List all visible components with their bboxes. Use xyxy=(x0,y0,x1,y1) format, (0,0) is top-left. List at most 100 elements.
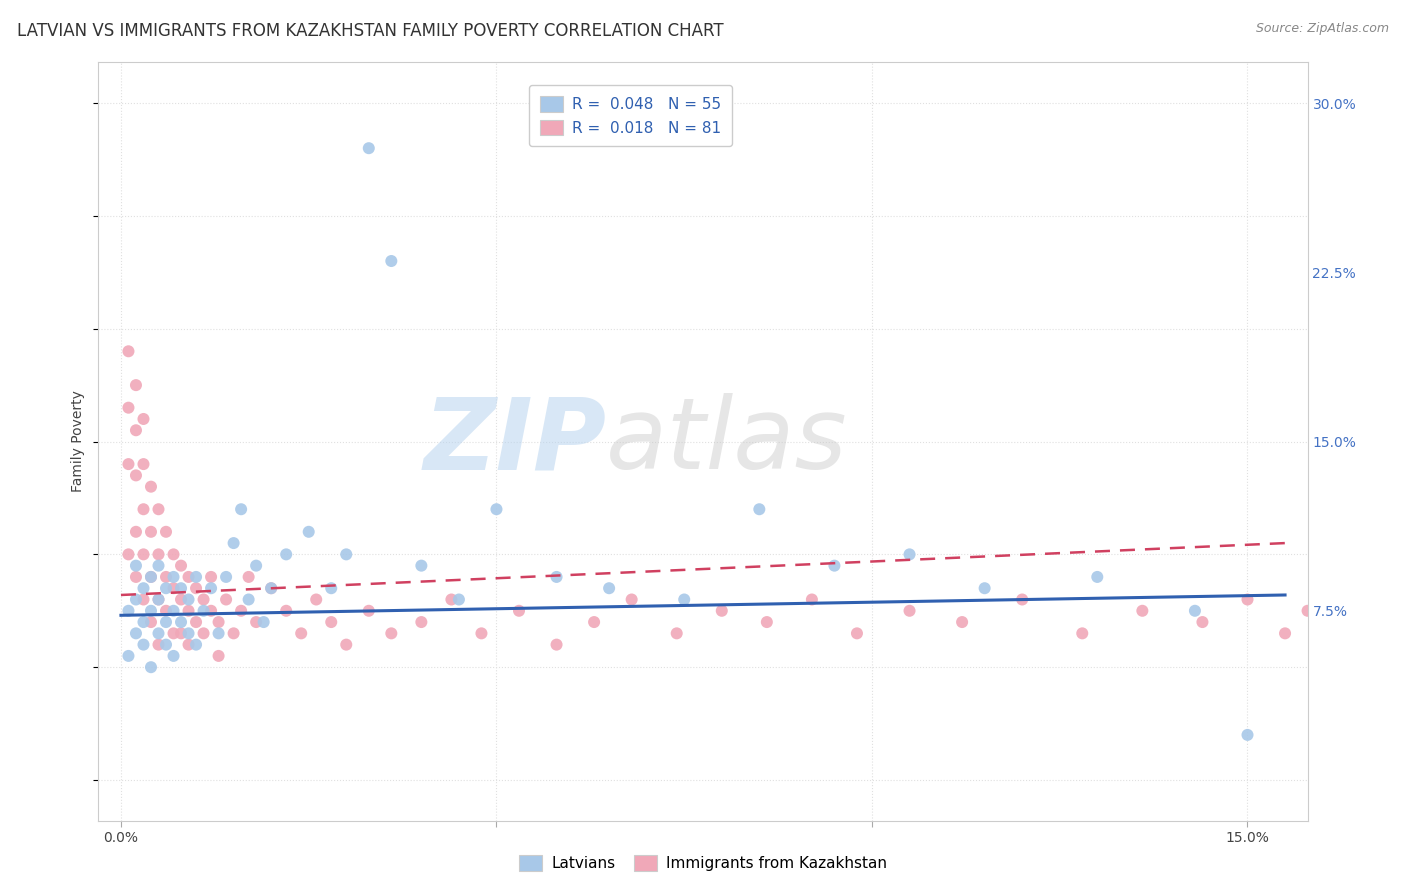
Point xyxy=(117,604,139,618)
Point xyxy=(155,638,177,652)
Point xyxy=(117,648,139,663)
Point xyxy=(357,604,380,618)
Point xyxy=(207,615,229,629)
Point xyxy=(125,592,148,607)
Point xyxy=(132,457,155,471)
Point xyxy=(162,626,184,640)
Point xyxy=(335,638,357,652)
Point xyxy=(155,615,177,629)
Point xyxy=(125,378,148,392)
Point xyxy=(155,570,177,584)
Point xyxy=(546,638,568,652)
Point xyxy=(215,570,238,584)
Point xyxy=(748,502,770,516)
Text: atlas: atlas xyxy=(606,393,848,490)
Text: LATVIAN VS IMMIGRANTS FROM KAZAKHSTAN FAMILY POVERTY CORRELATION CHART: LATVIAN VS IMMIGRANTS FROM KAZAKHSTAN FA… xyxy=(17,22,724,40)
Point xyxy=(1386,626,1406,640)
Point xyxy=(222,626,245,640)
Text: ZIP: ZIP xyxy=(423,393,606,490)
Point xyxy=(898,604,921,618)
Point xyxy=(1348,592,1371,607)
Point xyxy=(117,401,139,415)
Point xyxy=(200,570,222,584)
Point xyxy=(673,592,696,607)
Point xyxy=(1130,604,1153,618)
Point xyxy=(1236,592,1258,607)
Point xyxy=(1071,626,1094,640)
Point xyxy=(245,615,267,629)
Point xyxy=(583,615,606,629)
Point xyxy=(380,254,402,268)
Point xyxy=(276,604,298,618)
Point xyxy=(139,480,162,494)
Point xyxy=(298,524,321,539)
Point xyxy=(184,570,207,584)
Point xyxy=(132,502,155,516)
Point xyxy=(200,604,222,618)
Point xyxy=(321,615,343,629)
Point xyxy=(117,457,139,471)
Point xyxy=(200,581,222,595)
Point xyxy=(290,626,312,640)
Point xyxy=(973,581,995,595)
Point xyxy=(148,502,170,516)
Point xyxy=(125,626,148,640)
Point xyxy=(260,581,283,595)
Point xyxy=(546,570,568,584)
Point xyxy=(184,615,207,629)
Point xyxy=(148,558,170,573)
Point xyxy=(162,570,184,584)
Point xyxy=(1191,615,1213,629)
Point xyxy=(139,604,162,618)
Legend: Latvians, Immigrants from Kazakhstan: Latvians, Immigrants from Kazakhstan xyxy=(513,849,893,877)
Point xyxy=(440,592,463,607)
Point xyxy=(132,581,155,595)
Point xyxy=(485,502,508,516)
Point xyxy=(148,592,170,607)
Point xyxy=(132,638,155,652)
Legend: R =  0.048   N = 55, R =  0.018   N = 81: R = 0.048 N = 55, R = 0.018 N = 81 xyxy=(529,86,731,146)
Point xyxy=(162,648,184,663)
Point xyxy=(177,626,200,640)
Point xyxy=(620,592,643,607)
Point xyxy=(177,638,200,652)
Point xyxy=(1274,626,1296,640)
Point xyxy=(193,604,215,618)
Point xyxy=(238,592,260,607)
Point xyxy=(132,547,155,561)
Point xyxy=(155,581,177,595)
Point xyxy=(305,592,328,607)
Point xyxy=(898,547,921,561)
Point xyxy=(170,592,193,607)
Point xyxy=(335,547,357,561)
Point xyxy=(125,468,148,483)
Point xyxy=(162,547,184,561)
Point xyxy=(1312,615,1334,629)
Point xyxy=(148,626,170,640)
Point xyxy=(1236,728,1258,742)
Y-axis label: Family Poverty: Family Poverty xyxy=(72,391,86,492)
Point xyxy=(1085,570,1108,584)
Text: Source: ZipAtlas.com: Source: ZipAtlas.com xyxy=(1256,22,1389,36)
Point xyxy=(125,558,148,573)
Point xyxy=(222,536,245,550)
Point xyxy=(170,626,193,640)
Point xyxy=(170,615,193,629)
Point xyxy=(132,412,155,426)
Point xyxy=(139,570,162,584)
Point xyxy=(598,581,620,595)
Point xyxy=(800,592,823,607)
Point xyxy=(950,615,973,629)
Point xyxy=(1011,592,1033,607)
Point xyxy=(162,604,184,618)
Point xyxy=(380,626,402,640)
Point xyxy=(117,547,139,561)
Point xyxy=(193,626,215,640)
Point xyxy=(170,558,193,573)
Point xyxy=(207,626,229,640)
Point xyxy=(184,638,207,652)
Point xyxy=(117,344,139,359)
Point xyxy=(665,626,688,640)
Point xyxy=(755,615,778,629)
Point xyxy=(148,638,170,652)
